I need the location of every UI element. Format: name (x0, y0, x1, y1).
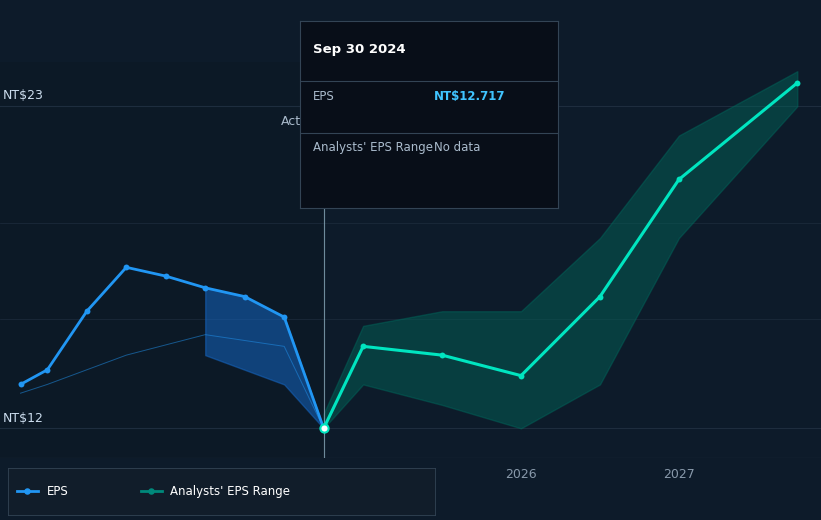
Text: No data: No data (434, 140, 480, 153)
Point (144, 487, 158, 496)
Text: NT$12: NT$12 (3, 412, 44, 425)
Text: 2023: 2023 (31, 468, 63, 481)
Point (159, 272, 172, 280)
Text: EPS: EPS (313, 90, 334, 103)
Point (277, 313, 291, 321)
Point (435, 351, 448, 359)
Point (14, 380, 27, 388)
Text: NT$12.717: NT$12.717 (434, 90, 506, 103)
Point (238, 292, 251, 301)
Text: 2024: 2024 (190, 468, 221, 481)
Point (199, 283, 212, 292)
Point (317, 424, 330, 433)
Point (21, 487, 34, 496)
Text: 2025: 2025 (347, 468, 379, 481)
Text: Actual: Actual (282, 115, 320, 128)
Point (120, 263, 133, 271)
Point (594, 292, 607, 301)
Text: 2026: 2026 (505, 468, 537, 481)
Bar (0, 62, 323, 458)
Text: Analysts Forecasts: Analysts Forecasts (332, 115, 448, 128)
Point (356, 342, 369, 350)
Point (791, 79, 804, 87)
Text: EPS: EPS (47, 485, 68, 498)
Point (80, 307, 94, 316)
Text: Analysts' EPS Range: Analysts' EPS Range (313, 140, 433, 153)
Text: Sep 30 2024: Sep 30 2024 (313, 43, 406, 56)
Point (672, 175, 686, 184)
Point (515, 371, 528, 380)
Point (41, 366, 54, 374)
Text: Analysts' EPS Range: Analysts' EPS Range (171, 485, 291, 498)
Text: 2027: 2027 (663, 468, 695, 481)
Text: NT$23: NT$23 (3, 89, 44, 102)
